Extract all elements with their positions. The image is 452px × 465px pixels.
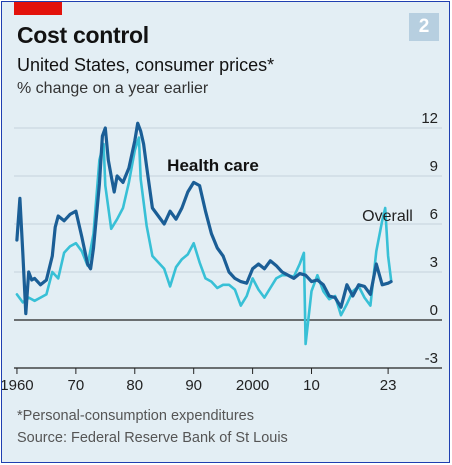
chart-title: Cost control xyxy=(17,22,149,48)
x-tick-label: 2000 xyxy=(236,377,269,394)
line-chart: 12 9 6 3 0 -3 1960 70 80 90 2000 10 23 Health care O… xyxy=(2,110,442,394)
health-care-label: Health care xyxy=(167,156,259,175)
y-tick-label: 9 xyxy=(430,158,438,175)
chart-footnote: *Personal-consumption expenditures xyxy=(17,408,254,424)
series-lines xyxy=(15,121,393,346)
y-tick-labels: 12 9 6 3 0 -3 xyxy=(421,110,438,367)
x-tick-label: 70 xyxy=(68,377,85,394)
x-tick-label: 1960 xyxy=(2,377,34,394)
chart-subtitle: United States, consumer prices* xyxy=(17,55,275,75)
y-tick-label: 12 xyxy=(421,110,438,127)
x-tick-label: 23 xyxy=(380,377,397,394)
chart-source: Source: Federal Reserve Bank of St Louis xyxy=(17,430,288,446)
y-tick-label: 3 xyxy=(430,254,438,271)
y-axis-label: % change on a year earlier xyxy=(17,80,209,97)
series-labels: Health care Overall xyxy=(167,156,413,225)
x-axis: 1960 70 80 90 2000 10 23 xyxy=(2,367,442,394)
brand-tab xyxy=(14,2,62,15)
chart-number-badge: 2 xyxy=(409,13,439,41)
x-tick-label: 90 xyxy=(185,377,202,394)
y-tick-label: 0 xyxy=(430,302,438,319)
x-tick-label: 80 xyxy=(126,377,143,394)
health-care-line xyxy=(15,121,393,316)
y-tick-label: -3 xyxy=(425,350,438,367)
x-tick-label: 10 xyxy=(303,377,320,394)
y-tick-label: 6 xyxy=(430,206,438,223)
overall-label: Overall xyxy=(362,208,413,225)
